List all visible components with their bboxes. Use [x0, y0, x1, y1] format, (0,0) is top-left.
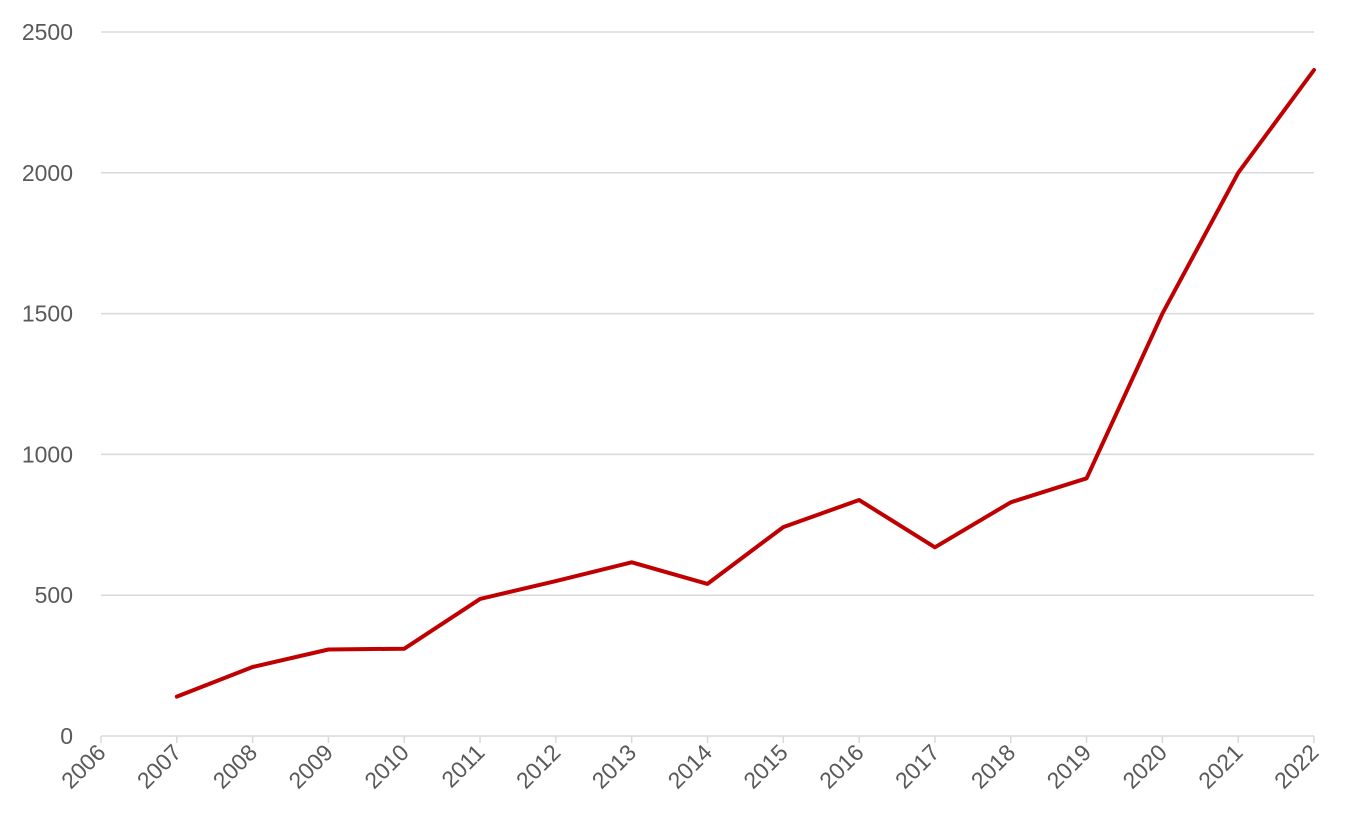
x-tick-label-2017: 2017: [890, 739, 945, 794]
y-tick-label-1000: 1000: [22, 441, 73, 467]
x-tick-label-2012: 2012: [511, 739, 566, 794]
x-tick-label-2016: 2016: [814, 739, 869, 794]
x-tick-label-2021: 2021: [1193, 739, 1248, 794]
x-tick-label-2007: 2007: [132, 739, 187, 794]
x-axis-tick-labels: 2006 2007 2008 2009 2010 2011 2012 2013 2014 2015…: [56, 739, 1324, 794]
x-tick-label-2020: 2020: [1117, 739, 1172, 794]
y-tick-label-1500: 1500: [22, 301, 73, 327]
series-line-0: [174, 68, 1316, 699]
x-tick-label-2009: 2009: [283, 739, 338, 794]
x-tick-label-2022: 2022: [1269, 739, 1324, 794]
x-tick-label-2013: 2013: [587, 739, 642, 794]
y-tick-label-2000: 2000: [22, 160, 73, 186]
y-tick-label-2500: 2500: [22, 19, 73, 45]
gridlines: [101, 31, 1314, 596]
x-tick-label-2008: 2008: [208, 739, 263, 794]
x-tick-label-2015: 2015: [738, 739, 793, 794]
x-axis: [100, 735, 1315, 743]
y-tick-label-0: 0: [60, 723, 73, 749]
y-axis-tick-labels: 0 500 1000 1500 2000 2500: [22, 19, 73, 749]
x-tick-label-2018: 2018: [966, 739, 1021, 794]
x-tick-label-2014: 2014: [662, 739, 717, 794]
x-tick-label-2010: 2010: [359, 739, 414, 794]
x-tick-label-2019: 2019: [1042, 739, 1097, 794]
series-lines: [174, 68, 1316, 699]
x-tick-label-2011: 2011: [436, 739, 489, 792]
y-tick-label-500: 500: [35, 582, 73, 608]
